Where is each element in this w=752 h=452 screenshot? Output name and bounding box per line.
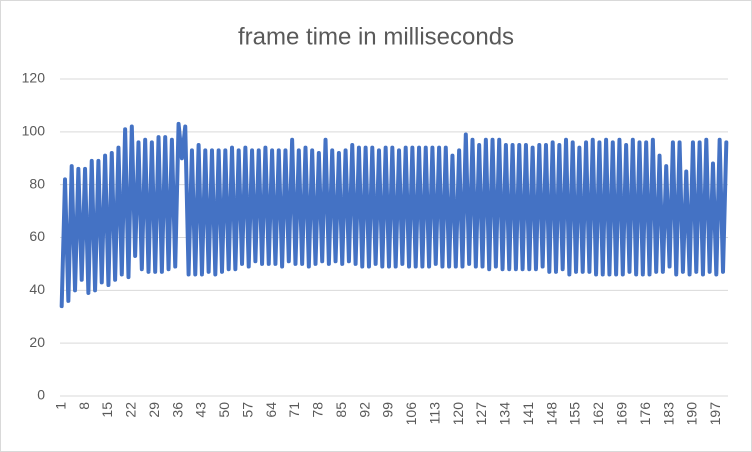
x-tick-label: 50 <box>216 402 232 418</box>
x-tick-label: 64 <box>263 402 279 418</box>
x-tick-label: 134 <box>497 402 513 426</box>
y-tick-label: 60 <box>29 228 45 244</box>
chart-title: frame time in milliseconds <box>238 23 514 50</box>
x-tick-label: 155 <box>567 402 583 426</box>
x-tick-label: 106 <box>403 402 419 426</box>
x-tick-label: 78 <box>310 402 326 418</box>
x-tick-label: 127 <box>473 402 489 426</box>
x-tick-label: 197 <box>707 402 723 426</box>
x-tick-label: 176 <box>637 402 653 426</box>
x-tick-label: 190 <box>684 402 700 426</box>
y-tick-label: 20 <box>29 334 45 350</box>
y-tick-label: 80 <box>29 175 45 191</box>
y-tick-label: 120 <box>22 70 46 86</box>
x-tick-label: 85 <box>333 402 349 418</box>
x-tick-label: 1 <box>52 402 68 410</box>
y-tick-label: 40 <box>29 281 45 297</box>
x-tick-label: 8 <box>76 402 92 410</box>
data-line <box>59 121 729 309</box>
x-tick-label: 141 <box>520 402 536 426</box>
x-tick-label: 169 <box>613 402 629 426</box>
x-tick-label: 162 <box>590 402 606 426</box>
y-tick-label: 100 <box>22 123 46 139</box>
y-tick-label: 0 <box>37 387 45 403</box>
x-tick-label: 29 <box>146 402 162 418</box>
x-tick-label: 99 <box>380 402 396 418</box>
x-tick-label: 113 <box>426 402 442 425</box>
x-tick-label: 148 <box>543 402 559 426</box>
x-tick-label: 36 <box>169 402 185 418</box>
x-tick-label: 71 <box>286 402 302 418</box>
x-tick-label: 57 <box>239 402 255 418</box>
x-tick-label: 120 <box>450 402 466 426</box>
x-tick-label: 92 <box>356 402 372 418</box>
x-tick-label: 43 <box>193 402 209 418</box>
x-tick-label: 15 <box>99 402 115 418</box>
x-tick-label: 22 <box>123 402 139 418</box>
x-tick-label: 183 <box>660 402 676 426</box>
